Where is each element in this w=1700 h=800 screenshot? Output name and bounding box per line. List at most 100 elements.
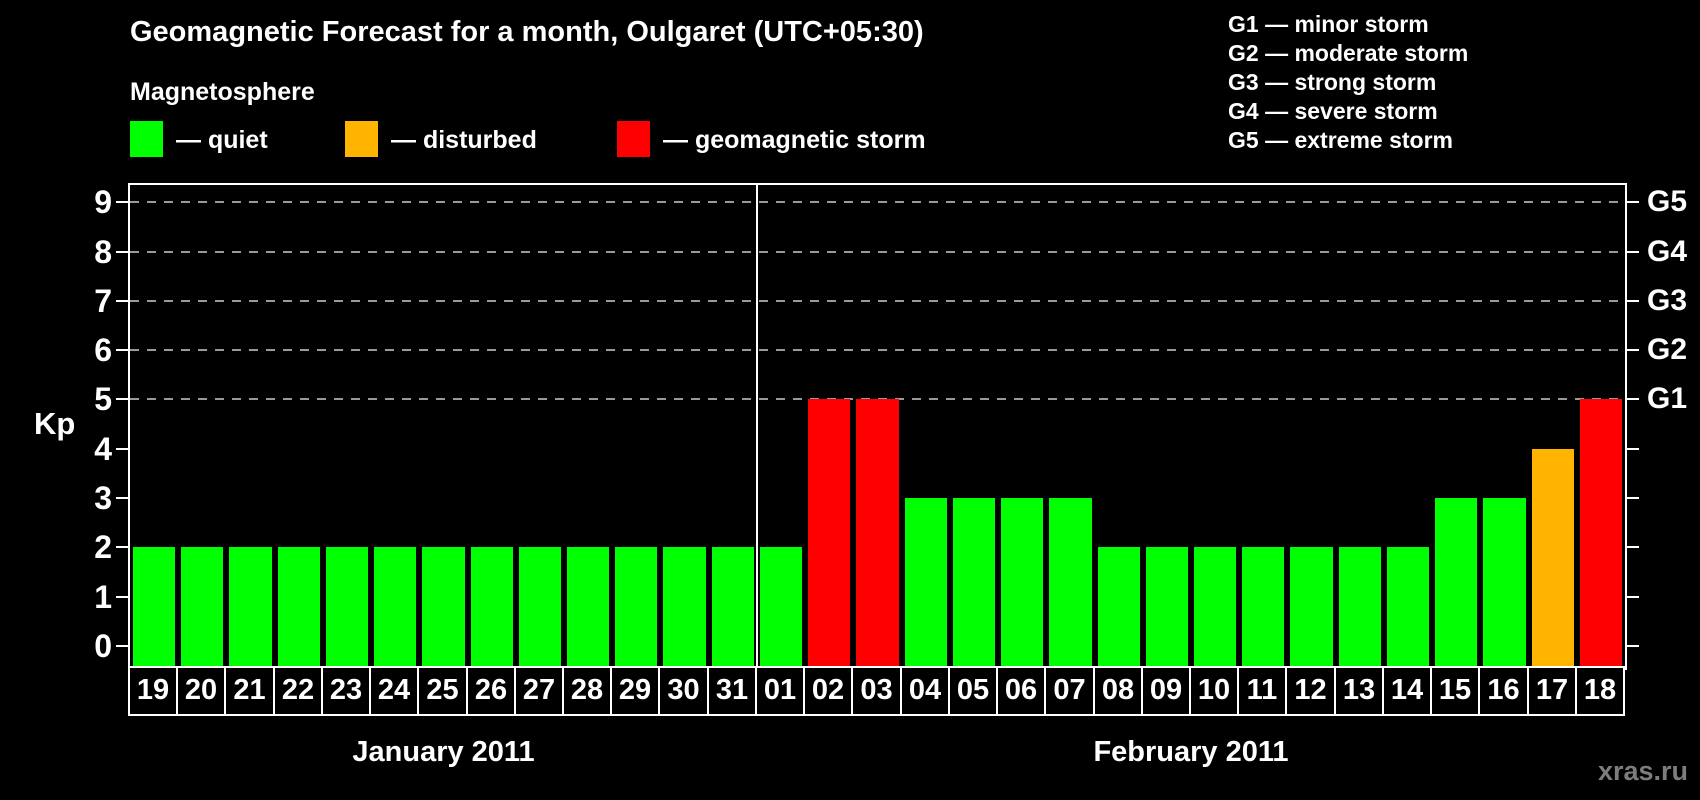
day-label-09: 09 [1141,666,1191,716]
y-axis-tick-2 [116,546,128,548]
day-label-05: 05 [948,666,998,716]
quiet-legend-swatch [130,121,163,157]
y-axis-tick-4 [116,448,128,450]
kp-bar-day-01 [760,547,802,668]
kp-bar-day-21 [229,547,272,668]
day-label-31: 31 [707,666,757,716]
kp-bar-day-27 [519,547,561,668]
kp-bar-day-25 [422,547,465,668]
y-axis-tick-label-0: 0 [94,628,112,664]
day-label-18: 18 [1575,666,1625,716]
disturbed-legend-swatch [345,121,378,157]
y-axis-label: Kp [34,406,76,441]
magnetosphere-legend-heading: Magnetosphere [130,78,315,106]
kp-bar-day-12 [1290,547,1333,668]
kp-bar-day-10 [1194,547,1236,668]
plot-area [128,183,1627,670]
day-label-20: 20 [176,666,226,716]
month-label-january: January 2011 [352,736,535,768]
day-label-19: 19 [128,666,178,716]
kp-bar-day-22 [278,547,320,668]
y-axis-tick-7 [116,300,128,302]
kp-bar-day-02 [808,399,850,668]
storm-scale-item-g2: G2 — moderate storm [1228,40,1469,66]
kp-bar-day-16 [1483,498,1526,668]
storm-scale-item-g4: G4 — severe storm [1228,98,1438,124]
day-label-06: 06 [996,666,1046,716]
kp-bar-day-05 [953,498,995,668]
gridline-kp9 [130,201,1625,203]
right-axis-tick-1 [1627,596,1639,598]
month-label-february: February 2011 [1093,736,1289,768]
watermark: xras.ru [1597,756,1688,786]
y-axis-tick-label-9: 9 [94,184,112,220]
day-label-29: 29 [610,666,660,716]
day-label-21: 21 [224,666,275,716]
kp-bar-day-07 [1049,498,1092,668]
y-axis-tick-label-1: 1 [94,579,112,615]
y-axis-tick-label-3: 3 [94,480,112,516]
right-axis-label-g2: G2 [1647,333,1688,366]
day-label-27: 27 [514,666,564,716]
day-label-25: 25 [417,666,468,716]
day-label-12: 12 [1285,666,1336,716]
disturbed-legend-label: — disturbed [391,126,537,154]
y-axis-tick-label-5: 5 [94,381,112,417]
kp-bar-day-04 [905,498,947,668]
y-axis-tick-label-6: 6 [94,332,112,368]
kp-bar-day-28 [567,547,609,668]
storm-scale-item-g5: G5 — extreme storm [1228,127,1453,153]
right-axis-tick-2 [1627,546,1639,548]
storm-scale-item-g1: G1 — minor storm [1228,11,1429,37]
kp-bar-day-13 [1339,547,1381,668]
kp-bar-day-09 [1146,547,1188,668]
y-axis-tick-5 [116,398,128,400]
y-axis-tick-label-7: 7 [94,283,112,319]
right-axis-label-g3: G3 [1647,284,1688,317]
storm-legend-swatch [617,121,650,157]
day-label-08: 08 [1093,666,1143,716]
day-label-14: 14 [1382,666,1432,716]
y-axis-tick-9 [116,201,128,203]
kp-bar-day-24 [374,547,416,668]
day-label-28: 28 [562,666,612,716]
kp-bar-day-03 [856,399,899,668]
day-label-23: 23 [321,666,371,716]
storm-legend-label: — geomagnetic storm [663,126,926,154]
right-axis-label-g4: G4 [1647,235,1688,268]
y-axis-tick-1 [116,596,128,598]
y-axis-tick-label-2: 2 [94,529,112,565]
day-label-26: 26 [466,666,516,716]
kp-bar-day-06 [1001,498,1043,668]
day-label-15: 15 [1430,666,1480,716]
kp-bar-day-18 [1580,399,1622,668]
chart-title: Geomagnetic Forecast for a month, Oulgar… [130,16,924,48]
y-axis-tick-label-8: 8 [94,234,112,270]
day-label-02: 02 [803,666,853,716]
kp-bar-day-23 [326,547,368,668]
quiet-legend-label: — quiet [176,126,268,154]
kp-bar-day-08 [1098,547,1140,668]
month-separator [756,185,758,668]
day-label-04: 04 [900,666,950,716]
kp-bar-day-26 [471,547,513,668]
y-axis-tick-0 [116,645,128,647]
y-axis-tick-3 [116,497,128,499]
day-label-24: 24 [369,666,419,716]
day-label-30: 30 [658,666,709,716]
kp-bar-day-20 [181,547,223,668]
kp-bar-day-17 [1532,449,1574,668]
right-axis-tick-0 [1627,645,1639,647]
y-axis-tick-6 [116,349,128,351]
kp-bar-day-30 [663,547,706,668]
day-label-03: 03 [851,666,902,716]
kp-bar-day-29 [615,547,657,668]
kp-bar-day-14 [1387,547,1429,668]
storm-scale-item-g3: G3 — strong storm [1228,69,1437,95]
day-label-13: 13 [1334,666,1384,716]
day-label-17: 17 [1527,666,1577,716]
gridline-kp8 [130,251,1625,253]
day-label-01: 01 [755,666,805,716]
kp-bar-day-19 [133,547,175,668]
